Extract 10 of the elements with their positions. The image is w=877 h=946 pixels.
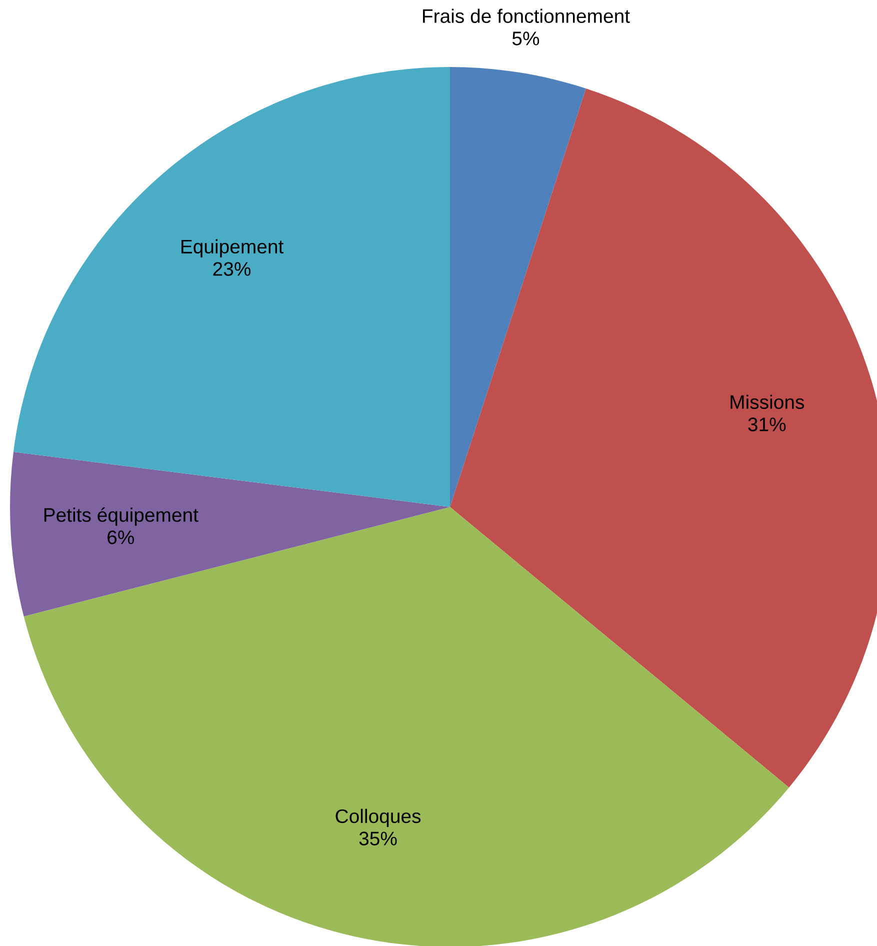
slice-label: Colloques [336, 808, 421, 827]
slice-label: Frais de fonctionnement [423, 8, 630, 23]
data-label: 23% [213, 262, 251, 276]
slice-label: Petits équipement [44, 507, 198, 526]
slice-label: Missions [730, 394, 804, 409]
data-label: 5% [512, 32, 540, 46]
slice-label: Equipement [181, 239, 284, 258]
data-label: 35% [359, 832, 397, 846]
data-label: 6% [108, 530, 134, 544]
data-label: 31% [748, 418, 786, 432]
